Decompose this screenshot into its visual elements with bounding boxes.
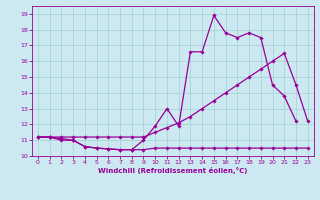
X-axis label: Windchill (Refroidissement éolien,°C): Windchill (Refroidissement éolien,°C): [98, 167, 247, 174]
